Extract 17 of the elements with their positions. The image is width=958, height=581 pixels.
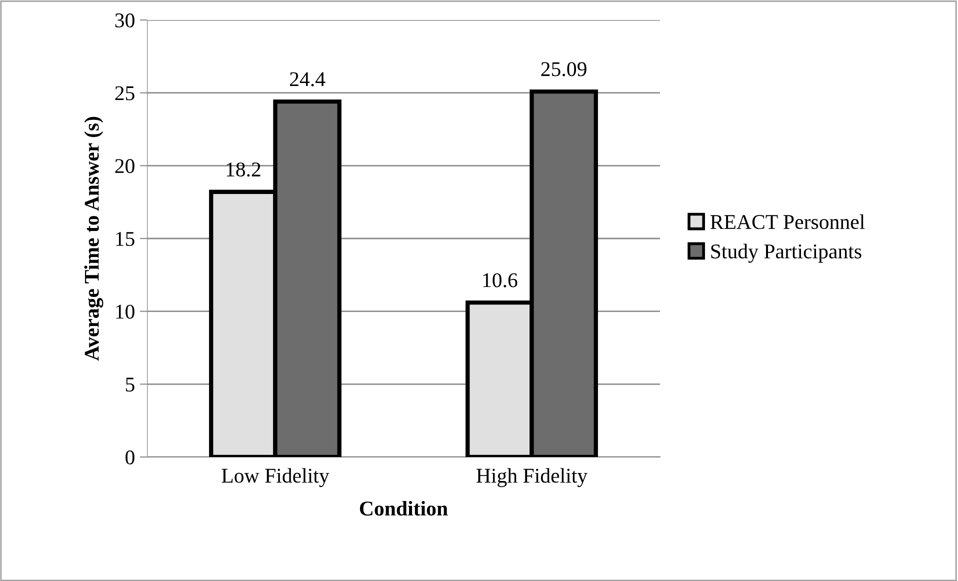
x-tick-label: Low Fidelity (222, 468, 330, 488)
x-tick-label: High Fidelity (476, 468, 588, 488)
data-label: 25.09 (541, 62, 586, 76)
y-tick-label: 30 (115, 13, 134, 28)
data-label: 18.2 (226, 162, 260, 177)
y-axis-title: Average Time to Answer (s) (84, 116, 104, 361)
data-label: 24.4 (290, 72, 326, 86)
data-label: 10.6 (483, 273, 518, 288)
legend-label: Study Participants (711, 244, 862, 263)
y-tick-label: 10 (116, 304, 134, 319)
y-tick-label: 20 (115, 159, 134, 174)
x-axis-title: Condition (360, 500, 448, 516)
y-tick-label: 15 (116, 232, 134, 246)
legend-label: REACT Personnel (710, 214, 865, 230)
y-tick-label: 5 (126, 378, 134, 392)
y-tick-label: 0 (126, 450, 134, 464)
y-tick-label: 25 (115, 86, 134, 100)
